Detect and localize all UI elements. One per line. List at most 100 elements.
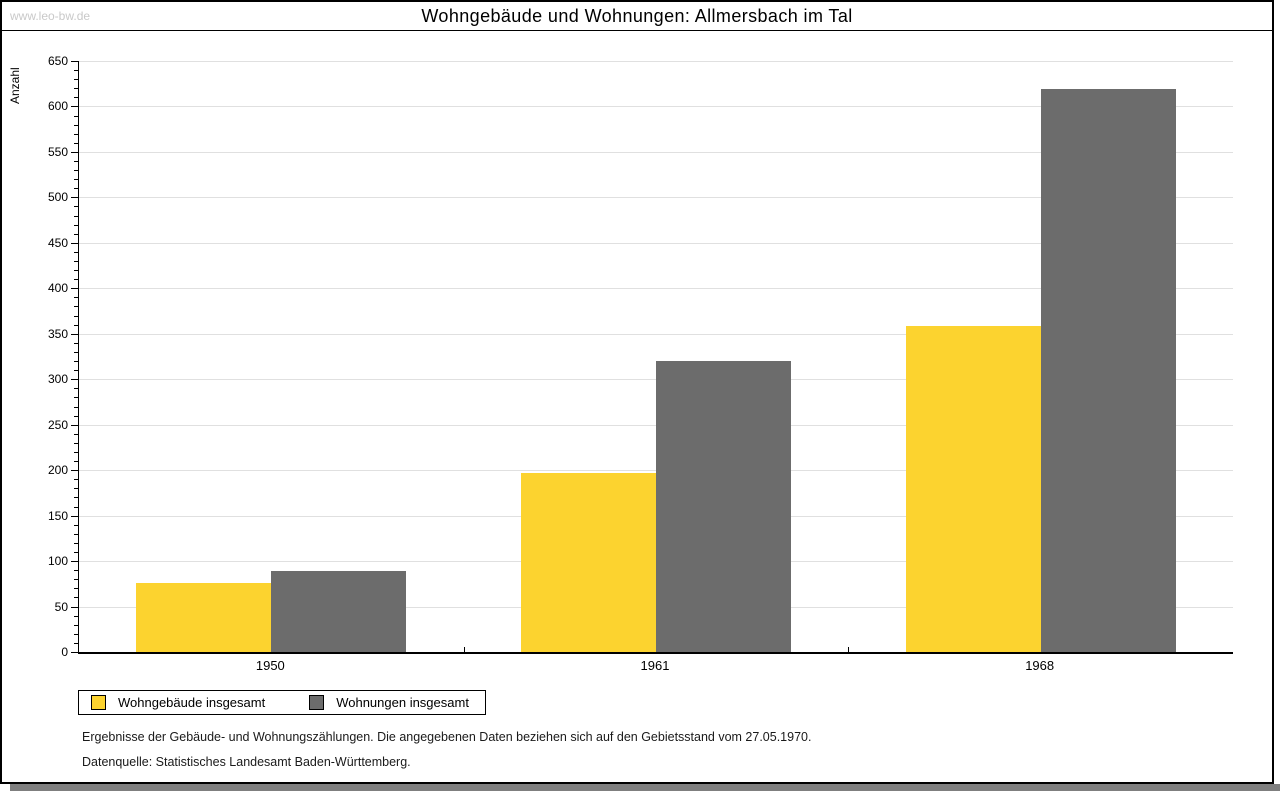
y-tick-minor: [74, 542, 78, 544]
y-tick-minor: [74, 551, 78, 553]
y-tick-minor: [74, 533, 78, 535]
y-tick-minor: [74, 588, 78, 590]
y-tick-major: [71, 379, 78, 381]
y-tick-label-400: 400: [47, 281, 68, 296]
y-tick-minor: [74, 361, 78, 363]
y-tick-minor: [74, 270, 78, 272]
y-tick-minor: [74, 442, 78, 444]
y-tick-label-50: 50: [54, 599, 68, 614]
x-axis-boundary-tick: [463, 647, 465, 652]
y-tick-major: [71, 151, 78, 153]
y-tick-label-350: 350: [47, 326, 68, 341]
y-tick-minor: [74, 433, 78, 435]
x-axis-boundary-tick: [848, 647, 850, 652]
footnote-gebietsstand: Ergebnisse der Gebäude- und Wohnungszähl…: [82, 730, 812, 744]
y-tick-minor: [74, 570, 78, 572]
y-tick-minor: [74, 306, 78, 308]
y-tick-minor: [74, 179, 78, 181]
y-tick-minor: [74, 615, 78, 617]
gridline-650: [79, 61, 1233, 62]
y-tick-major: [71, 561, 78, 563]
legend-label: Wohngebäude insgesamt: [118, 695, 266, 710]
y-tick-minor: [74, 215, 78, 217]
y-tick-minor: [74, 506, 78, 508]
y-tick-minor: [74, 70, 78, 72]
y-tick-major: [71, 606, 78, 608]
y-tick-minor: [74, 633, 78, 635]
y-tick-major: [71, 242, 78, 244]
y-tick-minor: [74, 161, 78, 162]
plot-area: [78, 61, 1233, 654]
y-tick-label-100: 100: [47, 554, 68, 569]
y-tick-minor: [74, 351, 78, 353]
y-tick-major: [71, 106, 78, 108]
bar-wohnungen-1961: [656, 361, 791, 652]
y-tick-minor: [74, 261, 78, 263]
legend-label: Wohnungen insgesamt: [336, 695, 469, 710]
y-tick-label-250: 250: [47, 417, 68, 432]
y-tick-major: [71, 515, 78, 517]
y-tick-minor: [74, 597, 78, 599]
y-tick-minor: [74, 370, 78, 372]
x-tick-label-1961: 1961: [640, 658, 670, 673]
bar-wohnungen-1968: [1040, 89, 1176, 652]
y-tick-minor: [74, 297, 78, 299]
gridline-350: [79, 333, 1233, 335]
legend: Wohngebäude insgesamt Wohnungen insgesam…: [78, 690, 486, 715]
y-tick-minor: [74, 451, 78, 453]
y-tick-minor: [74, 397, 78, 399]
gridline-400: [79, 288, 1233, 290]
y-tick-label-500: 500: [47, 190, 68, 205]
y-tick-major: [71, 288, 78, 290]
y-tick-major: [71, 424, 78, 426]
y-tick-minor: [74, 315, 78, 317]
y-tick-label-200: 200: [47, 463, 68, 478]
y-tick-minor: [74, 415, 78, 417]
y-tick-minor: [74, 279, 78, 281]
watermark: www.leo-bw.de: [10, 9, 91, 23]
y-tick-label-300: 300: [47, 372, 68, 387]
legend-swatch-gray: [309, 695, 325, 710]
bar-wohngebaeude-1968: [905, 325, 1041, 652]
y-tick-minor: [74, 406, 78, 408]
y-tick-minor: [74, 497, 78, 499]
bar-wohngebaeude-1950: [136, 582, 272, 652]
x-tick-label-1968: 1968: [1025, 658, 1055, 673]
y-tick-minor: [74, 224, 78, 226]
y-tick-minor: [74, 461, 78, 463]
legend-item-wohngebaeude: Wohngebäude insgesamt: [91, 695, 265, 710]
y-tick-major: [71, 61, 78, 62]
y-tick-minor: [74, 324, 78, 326]
y-tick-minor: [74, 170, 78, 172]
y-tick-major: [71, 470, 78, 472]
y-tick-minor: [74, 624, 78, 626]
footnote-datenquelle: Datenquelle: Statistisches Landesamt Bad…: [82, 755, 411, 769]
y-tick-minor: [74, 88, 78, 90]
y-tick-label-550: 550: [47, 144, 68, 159]
bar-wohnungen-1950: [271, 571, 407, 652]
y-tick-label-0: 0: [61, 645, 68, 659]
y-tick-minor: [74, 97, 78, 99]
page-title: Wohngebäude und Wohnungen: Allmersbach i…: [421, 6, 853, 26]
y-tick-minor: [74, 206, 78, 208]
y-tick-minor: [74, 115, 78, 117]
gridline-500: [79, 197, 1233, 199]
y-tick-minor: [74, 188, 78, 190]
gridline-600: [79, 106, 1233, 108]
legend-item-wohnungen: Wohnungen insgesamt: [309, 695, 469, 710]
y-tick-minor: [74, 251, 78, 253]
y-tick-major: [71, 333, 78, 335]
gridline-550: [79, 151, 1233, 153]
y-tick-minor: [74, 124, 78, 126]
panel-shadow: [10, 784, 1280, 791]
legend-swatch-yellow: [91, 695, 106, 710]
y-tick-minor: [74, 142, 78, 144]
x-tick-label-1950: 1950: [255, 658, 285, 673]
y-tick-minor: [74, 79, 78, 81]
y-tick-major: [71, 652, 78, 653]
y-tick-minor: [74, 388, 78, 390]
y-tick-minor: [74, 233, 78, 235]
y-tick-label-650: 650: [47, 54, 68, 68]
